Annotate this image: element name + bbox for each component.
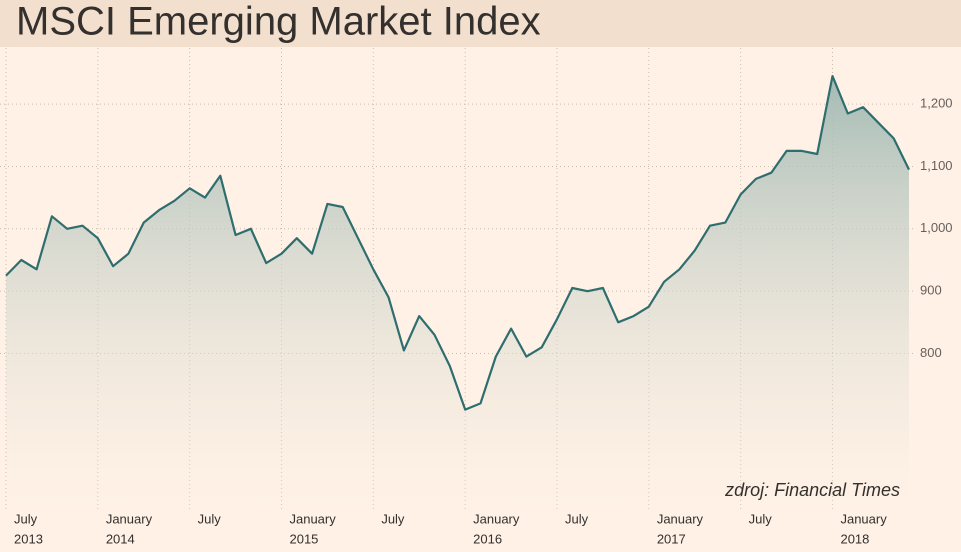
x-tick-year: 2016	[473, 531, 502, 546]
series-line	[5, 75, 910, 411]
x-tick-label: January	[840, 511, 887, 526]
plot-area: 800 900 1,000 1,100 1,200 July 2013 January 2014…	[0, 48, 953, 546]
y-tick-label: 1,000	[920, 220, 953, 235]
x-tick-label: July	[198, 511, 222, 526]
x-tick-year: 2017	[657, 531, 686, 546]
x-tick-year: 2014	[106, 531, 135, 546]
title-band	[0, 0, 961, 47]
area-fill	[6, 76, 909, 510]
x-tick-label: July	[381, 511, 405, 526]
x-tick-label: July	[565, 511, 589, 526]
x-tick-label: January	[657, 511, 704, 526]
y-tick-label: 1,200	[920, 96, 953, 111]
source-note: zdroj: Financial Times	[724, 480, 900, 500]
y-tick-label: 900	[920, 283, 942, 298]
x-tick-label: January	[473, 511, 520, 526]
x-tick-label: January	[289, 511, 336, 526]
x-tick-year: 2013	[14, 531, 43, 546]
x-tick-label: January	[106, 511, 153, 526]
chart-title: MSCI Emerging Market Index	[16, 0, 541, 44]
x-tick-label: July	[749, 511, 773, 526]
x-tick-year: 2015	[289, 531, 318, 546]
x-tick-year: 2018	[840, 531, 869, 546]
y-tick-label: 800	[920, 345, 942, 360]
y-tick-label: 1,100	[920, 158, 953, 173]
x-tick-label: July	[14, 511, 38, 526]
